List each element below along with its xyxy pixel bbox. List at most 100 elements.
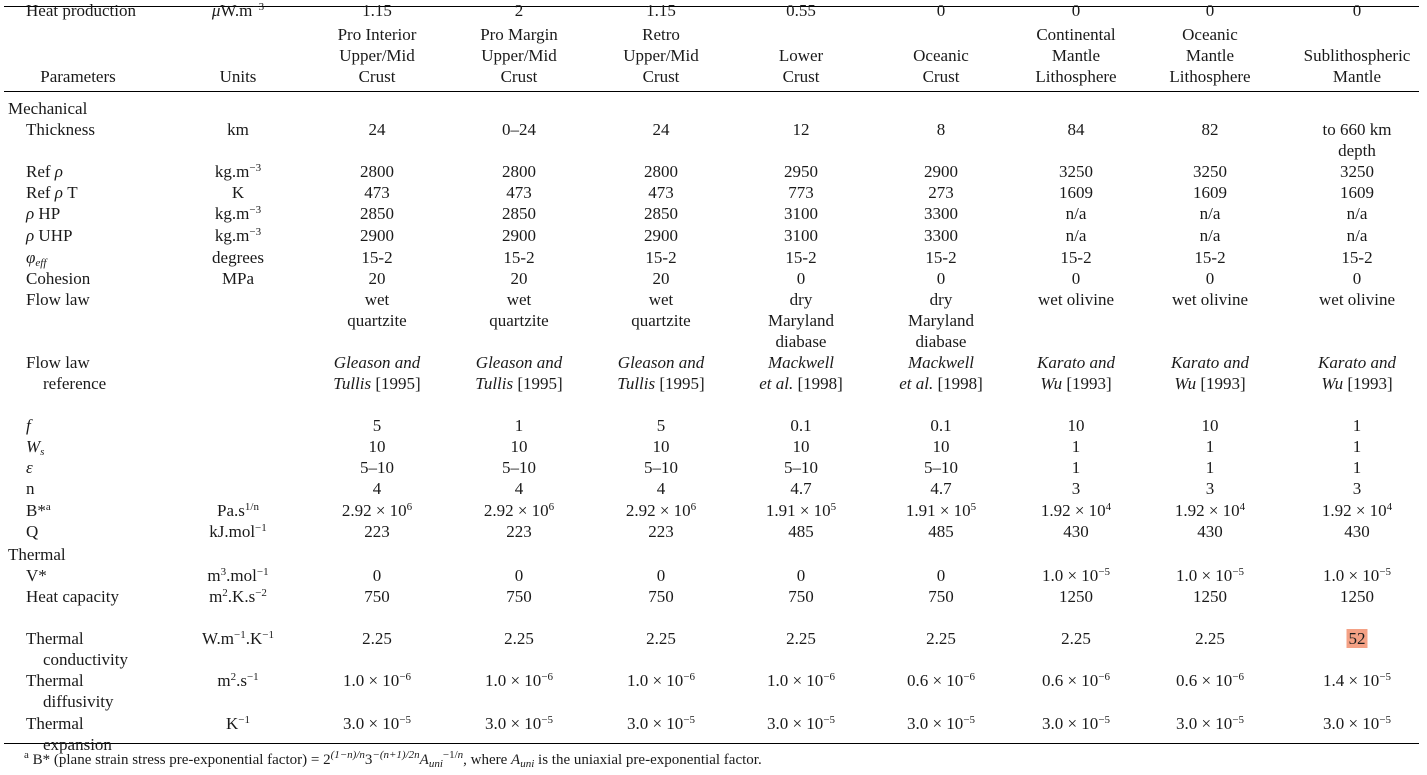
table-cell: wet olivine (1171, 290, 1249, 309)
column-header: Retro Upper/Mid Crust (623, 25, 699, 86)
parameter-name: Flow law (26, 290, 90, 309)
table-cell: to 660 km depth (1322, 120, 1392, 160)
table-cell: 2.25 (646, 629, 676, 648)
table-cell: 1.15 (362, 1, 392, 20)
unit-cell: kg.m−3 (214, 162, 262, 181)
table-cell: 1.0 × 10−6 (484, 671, 554, 690)
table-cell: Gleason and Tullis [1995] (617, 353, 705, 393)
table-cell: 10 (932, 437, 950, 456)
table-cell: 5 (372, 416, 382, 435)
table-cell: 20 (368, 269, 386, 288)
unit-cell: kg.m−3 (214, 204, 262, 223)
table-header-rule (4, 91, 1419, 92)
table-cell: 0.6 × 10−6 (1175, 671, 1245, 690)
table-cell: 15-2 (503, 248, 535, 267)
table-cell: 10 (368, 437, 386, 456)
table-cell: 2.92 × 106 (625, 501, 697, 520)
table-cell: 84 (1067, 120, 1085, 139)
table-cell: 1 (1205, 437, 1215, 456)
table-cell: 1250 (1059, 587, 1093, 606)
table-cell: 1.15 (646, 1, 676, 20)
table-cell: 750 (648, 587, 674, 606)
table-cell: 2900 (924, 162, 958, 181)
table-cell: 2.92 × 106 (483, 501, 555, 520)
table-cell: 8 (936, 120, 946, 139)
unit-cell: degrees (212, 248, 264, 267)
table-cell: 4.7 (930, 479, 952, 498)
unit-cell: m3.mol−1 (207, 566, 269, 585)
parameter-name: Heat production (26, 1, 136, 20)
table-cell: 750 (788, 587, 814, 606)
table-cell: 473 (648, 183, 674, 202)
table-cell: Gleason and Tullis [1995] (333, 353, 421, 393)
parameter-name: ε (26, 458, 33, 477)
table-cell: 750 (364, 587, 390, 606)
table-cell: 2800 (360, 162, 394, 181)
table-cell: 0 (796, 566, 806, 585)
table-cell: 1.91 × 105 (905, 501, 977, 520)
table-cell: 15-2 (925, 248, 957, 267)
table-cell: 15-2 (1194, 248, 1226, 267)
table-cell: 1 (1071, 437, 1081, 456)
table-cell: 2850 (502, 204, 536, 223)
unit-cell: MPa (221, 269, 255, 288)
table-cell: 15-2 (645, 248, 677, 267)
table-cell: 223 (506, 522, 532, 541)
table-cell: 2.25 (926, 629, 956, 648)
unit-cell: kJ.mol−1 (209, 522, 267, 541)
table-cell: 485 (788, 522, 814, 541)
table-cell: wet quartzite (347, 290, 407, 330)
table-cell: 3 (1205, 479, 1215, 498)
table-cell: dry Maryland diabase (907, 290, 975, 351)
table-cell: wet quartzite (489, 290, 549, 330)
table-cell: 15-2 (361, 248, 393, 267)
table-cell: n/a (1346, 204, 1368, 223)
table-cell: 0.1 (930, 416, 952, 435)
table-cell: 2.25 (1061, 629, 1091, 648)
table-cell: 3250 (1059, 162, 1093, 181)
table-cell: 1 (1352, 437, 1362, 456)
table-cell: dry Maryland diabase (767, 290, 835, 351)
table-cell: 3300 (924, 204, 958, 223)
unit-cell: m2.s−1 (217, 671, 259, 690)
table-cell: 12 (792, 120, 810, 139)
table-cell: 3100 (784, 204, 818, 223)
table-cell: 1 (1071, 458, 1081, 477)
table-cell: 1250 (1193, 587, 1227, 606)
table-cell: 223 (648, 522, 674, 541)
table-cell: Karato and Wu [1993] (1171, 353, 1249, 393)
table-cell: 3.0 × 10−5 (1175, 714, 1245, 733)
table-cell: 3 (1071, 479, 1081, 498)
table-cell: 1 (1205, 458, 1215, 477)
column-header: Units (219, 67, 257, 86)
table-cell: 5 (656, 416, 666, 435)
table-cell: 10 (652, 437, 670, 456)
parameter-name: Flow law reference (26, 353, 107, 393)
table-cell: 10 (1201, 416, 1219, 435)
table-cell: wet quartzite (631, 290, 691, 330)
table-cell: 10 (1067, 416, 1085, 435)
table-cell: Karato and Wu [1993] (1318, 353, 1396, 393)
table-cell: 473 (506, 183, 532, 202)
column-header: Oceanic Mantle Lithosphere (1169, 25, 1251, 86)
table-cell: 0 (1205, 269, 1215, 288)
table-cell: 1 (1352, 458, 1362, 477)
table-cell: 4 (514, 479, 524, 498)
table-cell: 273 (928, 183, 954, 202)
table-cell: 5–10 (360, 458, 394, 477)
table-cell: Karato and Wu [1993] (1037, 353, 1115, 393)
parameter-name: ρ HP (26, 204, 61, 223)
column-header: Oceanic Crust (913, 46, 969, 86)
column-header: Pro Margin Upper/Mid Crust (480, 25, 558, 86)
table-cell: 3300 (924, 226, 958, 245)
table-cell: 0.1 (790, 416, 812, 435)
table-cell: 0 (1071, 269, 1081, 288)
table-cell: Mackwell et al. [1998] (759, 353, 843, 393)
parameter-name: φeff (26, 248, 47, 269)
table-cell: 0.55 (786, 1, 816, 20)
parameter-name: f (26, 416, 31, 435)
table-cell: 0–24 (502, 120, 536, 139)
parameter-name: n (26, 479, 35, 498)
table-cell: 2.25 (504, 629, 534, 648)
column-header: Parameters (40, 67, 116, 86)
